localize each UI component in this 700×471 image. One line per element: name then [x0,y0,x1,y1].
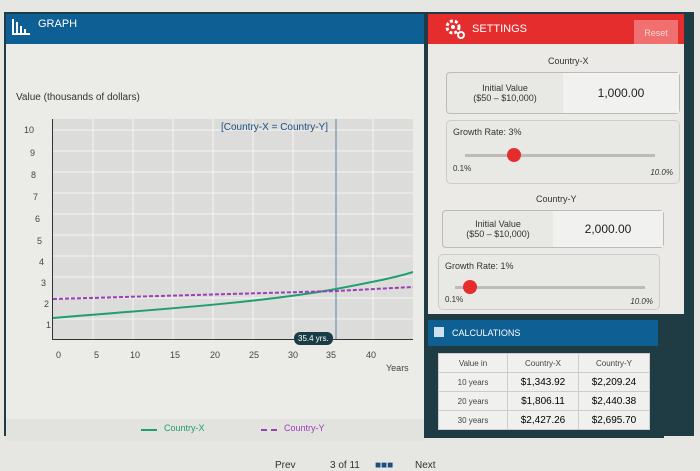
growth-rate-slider-y[interactable] [455,286,645,289]
header-country-x: Country-X [507,353,579,373]
header-country-y: Country-Y [578,353,650,373]
header-value-in: Value in [438,353,508,373]
y-tick: 3 [41,278,47,288]
legend-swatch-x [141,429,157,431]
x-tick: 40 [366,350,377,360]
table-row: 30 years $2,427.26 $2,695.70 [438,410,650,430]
y-tick: 10 [24,125,35,135]
graph-panel: GRAPH Value (thousands of dollars) 10 9 … [6,14,424,441]
legend: Country-X Country-Y [6,419,424,441]
y-tick: 8 [31,170,37,180]
initial-value-range: ($50 – $10,000) [466,229,530,239]
settings-title: SETTINGS [472,23,528,35]
slider-min: 0.1% [445,295,464,304]
country-y-growth-rate: Growth Rate: 1% 0.1% 10.0% [438,254,660,310]
country-y-label: Country-Y [536,194,577,204]
slider-max: 10.0% [630,297,653,306]
country-y-line [52,286,414,300]
x-tick: 35 [326,350,337,360]
calculator-icon [434,327,444,337]
country-y-initial-value: Initial Value ($50 – $10,000) 2,000.00 [442,210,664,248]
country-y-initial-value-input[interactable]: 2,000.00 [553,211,663,247]
y-axis-label: Value (thousands of dollars) [16,92,140,103]
graph-title: GRAPH [38,18,78,30]
growth-rate-label: Growth Rate: 1% [445,261,514,271]
initial-value-label: Initial Value [475,219,521,229]
graph-header: GRAPH [6,14,424,44]
country-x-growth-rate: Growth Rate: 3% 0.1% 10.0% [446,120,680,184]
slider-knob-x[interactable] [507,148,521,162]
growth-rate-label: Growth Rate: 3% [453,127,522,137]
bar-chart-icon [12,19,30,35]
y-tick: 5 [37,236,43,246]
x-tick: 15 [170,350,181,360]
initial-value-label: Initial Value [482,83,528,93]
country-x-label: Country-X [548,56,589,66]
legend-label-x: Country-X [164,423,205,433]
legend-swatch-y [261,429,277,431]
y-tick: 9 [30,148,36,158]
grid-icon[interactable]: ■■■ [375,460,394,471]
page-indicator: 3 of 11 [330,460,360,471]
x-tick: 5 [94,350,100,360]
next-button[interactable]: Next [415,460,436,471]
chart-svg [52,119,414,339]
settings-panel: SETTINGS Reset Country-X Initial Value ($… [428,14,684,314]
slider-min: 0.1% [453,164,472,173]
gear-icon [445,19,465,39]
prev-button[interactable]: Prev [275,460,296,471]
country-x-initial-value-input[interactable]: 1,000.00 [563,73,679,113]
initial-value-range: ($50 – $10,000) [473,93,537,103]
country-x-line [52,271,414,319]
y-tick: 7 [33,192,39,202]
growth-rate-slider-x[interactable] [465,154,655,157]
slider-knob-y[interactable] [463,280,477,294]
plot-area[interactable] [52,119,414,340]
crossover-tag[interactable]: 35.4 yrs. [294,332,333,345]
equality-label: [Country-X = Country-Y] [221,122,328,133]
calculations-table: Value in Country-X Country-Y 10 years $1,34… [438,353,650,430]
x-tick: 0 [56,350,62,360]
table-row: 10 years $1,343.92 $2,209.24 [438,372,650,392]
calculations-header: CALCULATIONS [428,320,658,346]
x-tick: 10 [130,350,141,360]
settings-header: SETTINGS Reset [428,14,684,44]
x-tick: 20 [210,350,221,360]
x-tick: 25 [249,350,260,360]
slider-max: 10.0% [650,168,673,177]
x-axis-label: Years [386,363,409,373]
y-tick: 1 [46,320,52,330]
y-tick: 2 [44,299,50,309]
x-tick: 30 [288,350,299,360]
country-x-initial-value: Initial Value ($50 – $10,000) 1,000.00 [446,72,680,114]
y-tick: 4 [39,257,45,267]
table-row: 20 years $1,806.11 $2,440.38 [438,391,650,411]
legend-label-y: Country-Y [284,423,325,433]
reset-button[interactable]: Reset [634,20,678,44]
y-tick: 6 [35,214,41,224]
calculations-title: CALCULATIONS [452,328,521,338]
